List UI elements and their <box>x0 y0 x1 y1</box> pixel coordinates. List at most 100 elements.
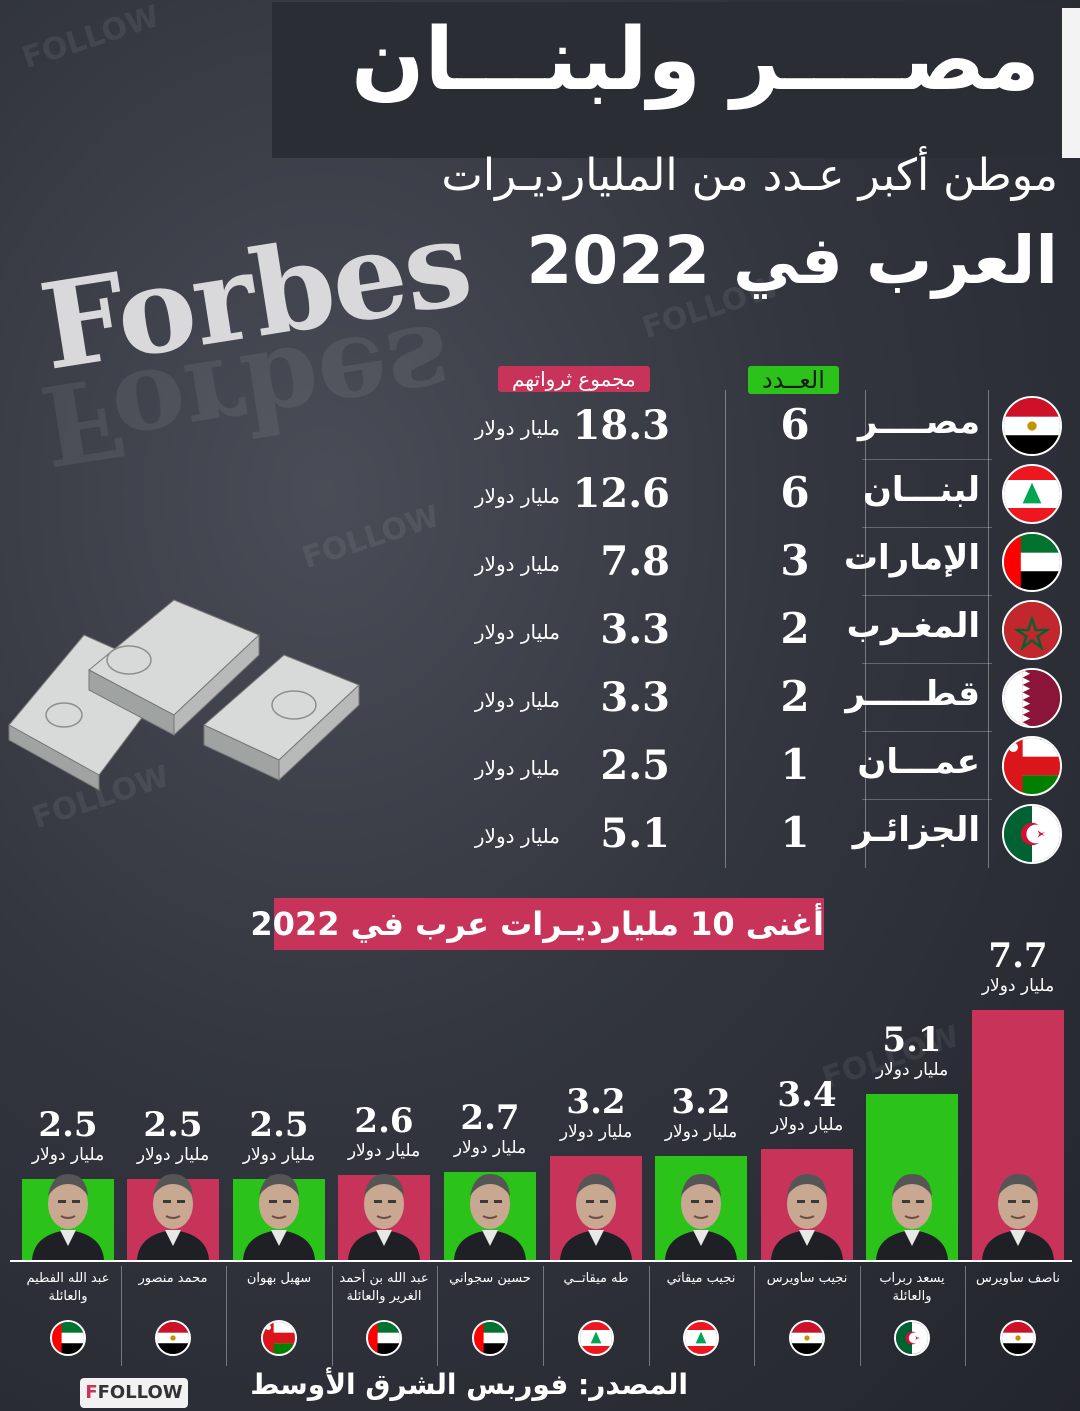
oman-flag-icon <box>261 1320 297 1356</box>
egypt-flag-icon <box>1000 1320 1036 1356</box>
count-column-header: العــدد <box>748 366 839 394</box>
billionaire-name: نجيب ساويرس <box>766 1271 848 1286</box>
page-title: مصــــر ولبنـــان <box>351 10 1040 110</box>
page-subtitle: موطن أكبر عـدد من المليارديـرات <box>441 150 1058 201</box>
egypt-flag-icon <box>155 1320 191 1356</box>
total-wealth: 3.3 <box>600 674 670 721</box>
bar <box>761 1149 853 1260</box>
billionaire-count: 3 <box>780 536 810 585</box>
uae-flag-icon <box>1002 532 1062 592</box>
table-divider <box>865 390 866 868</box>
bar <box>127 1174 219 1260</box>
total-wealth: 7.8 <box>600 538 670 585</box>
column-divider <box>649 1266 650 1366</box>
country-name: المغـرب <box>846 606 980 646</box>
person-photo-icon <box>771 1174 843 1260</box>
bar <box>22 1174 114 1260</box>
bar-unit-label: مليار دولار <box>347 1141 421 1161</box>
column-divider <box>543 1266 544 1366</box>
billionaire-count: 1 <box>780 740 810 789</box>
table-divider <box>988 390 989 868</box>
column-divider <box>754 1266 755 1366</box>
country-name: الجزائـر <box>852 810 980 850</box>
billionaire-count: 2 <box>780 672 810 721</box>
wealth-unit: مليار دولار <box>474 688 560 712</box>
bar-unit-label: مليار دولار <box>136 1145 210 1165</box>
row-divider <box>862 799 992 800</box>
oman-flag-icon <box>1002 736 1062 796</box>
total-wealth: 5.1 <box>600 810 670 857</box>
row-divider <box>862 459 992 460</box>
bar-value-label: 2.5 <box>249 1105 309 1145</box>
lebanon-flag-icon <box>578 1320 614 1356</box>
bar-value-label: 3.4 <box>777 1075 837 1115</box>
bar-value-label: 3.2 <box>566 1082 626 1122</box>
billionaire-name: يسعد ربراب والعائلة <box>879 1271 945 1304</box>
column-divider <box>437 1266 438 1366</box>
total-wealth: 3.3 <box>600 606 670 653</box>
column-divider <box>226 1266 227 1366</box>
billionaire-count: 6 <box>780 468 810 517</box>
bar <box>233 1174 325 1260</box>
lebanon-flag-icon <box>1002 464 1062 524</box>
bar-unit-label: مليار دولار <box>242 1145 316 1165</box>
bar-value-label: 5.1 <box>882 1020 942 1060</box>
title-banner <box>272 2 1080 158</box>
bar-unit-label: مليار دولار <box>981 976 1055 996</box>
bar-unit-label: مليار دولار <box>664 1122 738 1142</box>
total-wealth: 12.6 <box>572 470 670 517</box>
row-divider <box>862 663 992 664</box>
algeria-flag-icon <box>894 1320 930 1356</box>
billionaire-count: 6 <box>780 400 810 449</box>
country-name: عمـــان <box>857 742 980 782</box>
follow-logo-text: FOLLOW <box>97 1382 183 1403</box>
table-divider <box>725 390 726 868</box>
bar <box>338 1174 430 1260</box>
lebanon-flag-icon <box>683 1320 719 1356</box>
wealth-column-header: مجموع ثرواتهم <box>498 366 650 392</box>
person-photo-icon <box>876 1174 948 1260</box>
follow-logo: FFOLLOW <box>80 1378 188 1408</box>
qatar-flag-icon <box>1002 668 1062 728</box>
bar-value-label: 2.7 <box>460 1098 520 1138</box>
person-photo-icon <box>982 1174 1054 1260</box>
country-name: قطـــــر <box>845 674 980 714</box>
wealth-unit: مليار دولار <box>474 824 560 848</box>
billionaire-count: 2 <box>780 604 810 653</box>
bar-value-label: 2.5 <box>143 1105 203 1145</box>
billionaire-name: حسين سجواني <box>449 1271 531 1286</box>
watermark: FOLLOW <box>18 0 164 77</box>
bar <box>550 1156 642 1260</box>
bar <box>444 1172 536 1260</box>
total-wealth: 18.3 <box>572 402 670 449</box>
bar-unit-label: مليار دولار <box>31 1145 105 1165</box>
billionaire-name: نجيب ميقاتي <box>666 1271 736 1286</box>
column-divider <box>965 1266 966 1366</box>
person-photo-icon <box>665 1174 737 1260</box>
column-divider <box>121 1266 122 1366</box>
source-label: المصدر: فوربس الشرق الأوسط <box>250 1368 688 1401</box>
page-subtitle-year: العرب في 2022 <box>526 222 1058 299</box>
bar <box>866 1094 958 1260</box>
uae-flag-icon <box>366 1320 402 1356</box>
morocco-flag-icon <box>1002 600 1062 660</box>
uae-flag-icon <box>50 1320 86 1356</box>
person-photo-icon <box>243 1174 315 1260</box>
uae-flag-icon <box>472 1320 508 1356</box>
wealth-unit: مليار دولار <box>474 756 560 780</box>
egypt-flag-icon <box>1002 396 1062 456</box>
country-name: الإمارات <box>843 538 980 578</box>
wealth-unit: مليار دولار <box>474 484 560 508</box>
country-name: مصــــر <box>857 402 980 442</box>
watermark: FOLLOW <box>298 498 444 577</box>
person-photo-icon <box>348 1174 420 1260</box>
wealth-unit: مليار دولار <box>474 552 560 576</box>
bar-value-label: 2.6 <box>354 1101 414 1141</box>
person-photo-icon <box>560 1174 632 1260</box>
bar-value-label: 7.7 <box>988 936 1048 976</box>
column-divider <box>332 1266 333 1366</box>
bar <box>972 1010 1064 1260</box>
bar-unit-label: مليار دولار <box>875 1060 949 1080</box>
billionaire-name: محمد منصور <box>138 1271 208 1286</box>
ranking-title: أغنى 10 مليارديـرات عرب في 2022 <box>250 898 824 950</box>
